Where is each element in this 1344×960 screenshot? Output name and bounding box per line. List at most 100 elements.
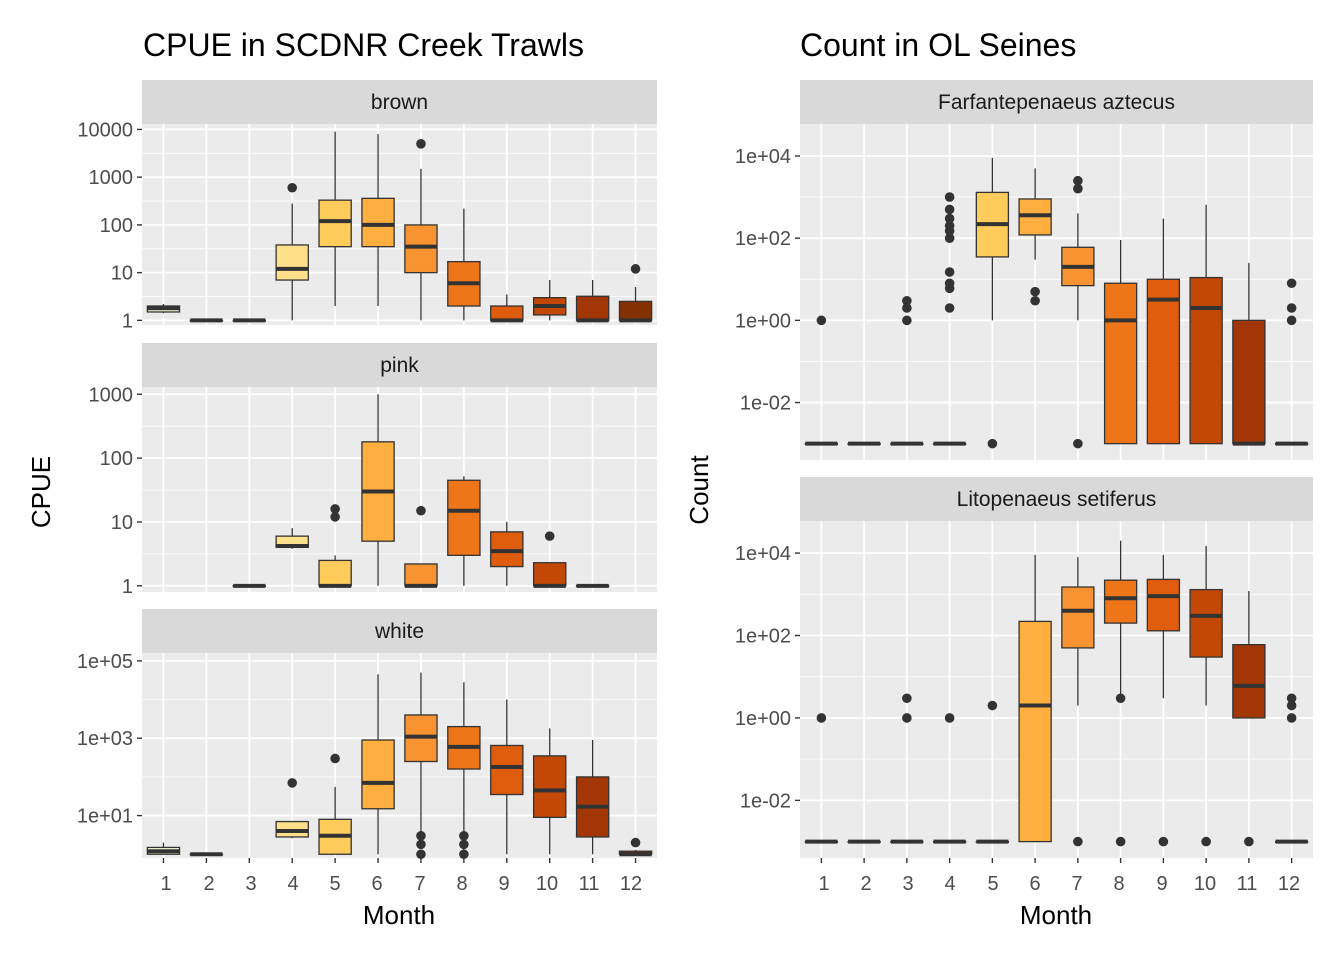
outlier-point <box>1073 836 1083 847</box>
y-tick-label: 1e+04 <box>735 543 791 565</box>
x-tick-label: 7 <box>414 873 425 895</box>
y-tick-label: 1e-02 <box>740 393 791 415</box>
y-tick-label: 1e+00 <box>735 310 791 332</box>
facet-strip <box>142 343 657 387</box>
box-month-8 <box>1103 540 1138 847</box>
x-tick-label: 7 <box>1071 873 1082 895</box>
outlier-point <box>987 700 998 711</box>
box-month-2 <box>847 441 881 446</box>
outlier-point <box>987 438 998 449</box>
box-month-1 <box>804 713 839 844</box>
box-month-1 <box>146 304 181 314</box>
x-tick-label: 2 <box>860 873 871 895</box>
box-body <box>1232 319 1266 445</box>
outlier-point <box>944 267 955 277</box>
panel-background <box>142 653 657 858</box>
outlier-point <box>944 204 955 215</box>
outlier-point <box>1030 286 1040 297</box>
outlier-point <box>902 693 912 704</box>
outlier-point <box>902 713 912 723</box>
box-month-7 <box>404 139 438 321</box>
outlier-point <box>416 139 426 149</box>
outlier-point <box>944 233 955 243</box>
box-month-8 <box>447 476 481 586</box>
x-tick-label: 3 <box>902 873 913 895</box>
outlier-point <box>944 713 955 723</box>
box-month-7 <box>404 672 438 860</box>
panel-background <box>800 124 1313 460</box>
outlier-point <box>1286 713 1297 723</box>
box-month-4 <box>932 192 967 446</box>
outlier-point <box>1115 693 1126 704</box>
outlier-point <box>1286 303 1297 313</box>
box-month-5 <box>318 504 352 588</box>
box-month-12 <box>1274 278 1309 446</box>
box-month-11 <box>1232 262 1266 446</box>
outlier-point <box>416 849 426 860</box>
facet-strip-label: Litopenaeus setiferus <box>957 488 1157 511</box>
right-x-axis-title: Month <box>1020 900 1092 930</box>
box-body <box>1018 620 1052 843</box>
box-month-7 <box>404 505 438 588</box>
box-month-5 <box>318 131 352 307</box>
outlier-point <box>416 831 426 841</box>
facet-strip-label: Farfantepenaeus aztecus <box>938 91 1175 114</box>
panel-background <box>800 521 1313 858</box>
outlier-point <box>330 512 340 522</box>
box-body <box>404 224 438 274</box>
outlier-point <box>287 182 298 193</box>
outlier-point <box>459 831 469 841</box>
outlier-point <box>630 837 641 848</box>
outlier-point <box>416 839 426 850</box>
x-tick-label: 1 <box>160 873 171 895</box>
x-tick-label: 9 <box>498 873 509 895</box>
box-month-2 <box>847 839 881 844</box>
outlier-point <box>330 753 340 764</box>
box-month-6 <box>361 674 395 855</box>
box-month-3 <box>890 693 924 844</box>
outlier-point <box>544 531 555 541</box>
box-month-8 <box>447 208 481 321</box>
facet-strip-label: pink <box>380 354 419 377</box>
x-tick-label: 6 <box>371 873 382 895</box>
box-month-6 <box>361 394 395 586</box>
x-tick-label: 11 <box>1237 873 1258 895</box>
outlier-point <box>902 295 912 306</box>
box-month-3 <box>232 318 267 323</box>
y-tick-label: 10000 <box>77 119 133 141</box>
outlier-point <box>459 849 469 860</box>
box-month-9 <box>1146 554 1181 847</box>
x-tick-label: 12 <box>1278 873 1300 895</box>
box-month-10 <box>1189 545 1223 847</box>
outlier-point <box>1073 438 1083 449</box>
outlier-point <box>816 713 827 723</box>
y-tick-label: 1000 <box>89 384 134 406</box>
box-month-3 <box>890 295 924 446</box>
box-month-7 <box>1061 175 1095 449</box>
x-tick-label: 2 <box>203 873 214 895</box>
box-month-3 <box>232 583 267 588</box>
box-month-5 <box>975 700 1010 844</box>
box-body <box>1189 276 1223 445</box>
y-tick-label: 1e+05 <box>77 651 133 673</box>
box-body <box>490 744 524 796</box>
box-body <box>275 244 309 281</box>
x-tick-label: 8 <box>1113 873 1124 895</box>
box-body <box>1146 578 1181 632</box>
box-body <box>1189 588 1223 658</box>
x-tick-label: 3 <box>245 873 256 895</box>
box-month-11 <box>575 280 610 323</box>
box-month-5 <box>975 157 1010 449</box>
y-tick-label: 1e+03 <box>77 728 133 750</box>
x-tick-label: 6 <box>1029 873 1040 895</box>
x-tick-label: 11 <box>579 873 600 895</box>
facet-white: white 1e+01 1e+03 1e+05 <box>77 609 657 863</box>
box-month-4 <box>275 528 309 549</box>
box-month-12 <box>618 264 653 323</box>
y-tick-label: 100 <box>100 448 133 470</box>
box-month-6 <box>1018 168 1052 306</box>
left-x-axis-title: Month <box>363 900 435 930</box>
facet-strip <box>142 80 657 124</box>
box-body <box>1061 586 1095 649</box>
facet-farfantepenaeus-aztecus: Farfantepenaeus aztecus 1e-02 1e+00 1e+02 1e… <box>735 80 1313 460</box>
